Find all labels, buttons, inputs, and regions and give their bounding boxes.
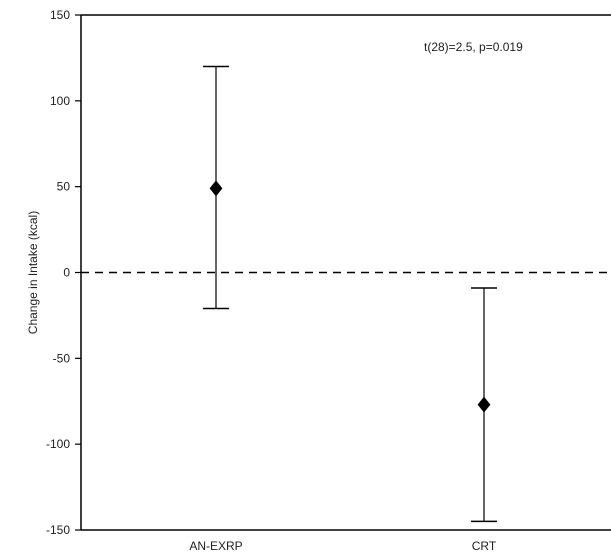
y-tick-label: -150: [46, 523, 70, 537]
x-category-label: AN-EXRP: [189, 539, 242, 553]
y-tick-label: 150: [50, 8, 70, 22]
y-axis-title: Change in Intake (kcal): [26, 211, 40, 334]
y-tick-label: 0: [63, 266, 70, 280]
mean-diamond-marker: [209, 180, 223, 197]
category-labels: AN-EXRP CRT: [189, 539, 497, 553]
y-tick-label: 100: [50, 94, 70, 108]
y-tick-label: 50: [57, 180, 71, 194]
y-tick-label: -50: [53, 351, 71, 365]
y-axis-ticks: 150 100 50 0 -50 -100 -150: [46, 8, 81, 537]
y-tick-label: -100: [46, 437, 70, 451]
mean-diamond-marker: [477, 396, 491, 413]
x-category-label: CRT: [472, 539, 497, 553]
error-bar-marks: [203, 65, 497, 523]
stat-annotation: t(28)=2.5, p=0.019: [424, 40, 523, 54]
